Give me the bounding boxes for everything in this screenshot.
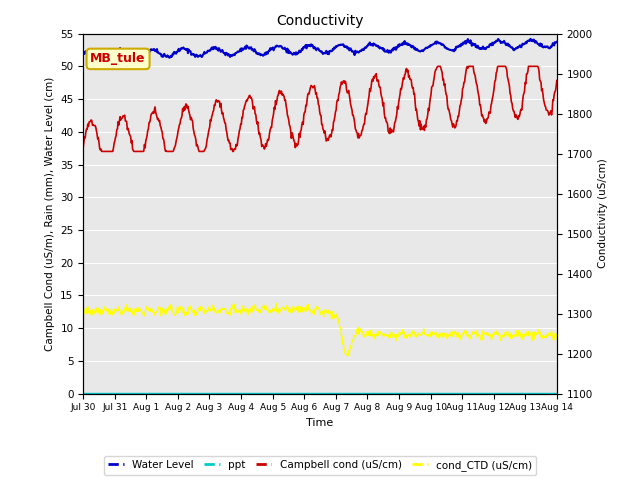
- ppt: [185, 391, 193, 396]
- Line: cond_CTD (uS/cm): cond_CTD (uS/cm): [83, 303, 557, 356]
- Y-axis label: Conductivity (uS/cm): Conductivity (uS/cm): [598, 159, 609, 268]
- Campbell cond (uS/cm): [79, 144, 87, 150]
- cond_CTD (uS/cm): [344, 353, 352, 359]
- Campbell cond (uS/cm): [88, 118, 95, 123]
- X-axis label: Time: Time: [307, 418, 333, 428]
- Campbell cond (uS/cm): [392, 119, 399, 124]
- Water Level: [88, 48, 95, 54]
- cond_CTD (uS/cm): [273, 300, 280, 306]
- cond_CTD (uS/cm): [553, 332, 561, 338]
- Campbell cond (uS/cm): [186, 110, 193, 116]
- Water Level: [133, 57, 141, 62]
- Water Level: [392, 45, 399, 50]
- ppt: [391, 391, 399, 396]
- Campbell cond (uS/cm): [211, 102, 218, 108]
- Campbell cond (uS/cm): [553, 78, 561, 84]
- Campbell cond (uS/cm): [138, 148, 145, 154]
- Water Level: [527, 36, 534, 42]
- cond_CTD (uS/cm): [88, 312, 95, 318]
- Water Level: [553, 39, 561, 45]
- Campbell cond (uS/cm): [435, 63, 442, 69]
- ppt: [79, 391, 87, 396]
- cond_CTD (uS/cm): [185, 305, 193, 311]
- Water Level: [79, 49, 87, 55]
- Line: Campbell cond (uS/cm): Campbell cond (uS/cm): [83, 66, 557, 151]
- ppt: [553, 391, 561, 396]
- cond_CTD (uS/cm): [392, 338, 400, 344]
- Legend: Water Level, ppt, Campbell cond (uS/cm), cond_CTD (uS/cm): Water Level, ppt, Campbell cond (uS/cm),…: [104, 456, 536, 475]
- cond_CTD (uS/cm): [378, 331, 386, 337]
- Title: Conductivity: Conductivity: [276, 14, 364, 28]
- Water Level: [186, 48, 193, 54]
- cond_CTD (uS/cm): [79, 309, 87, 314]
- Campbell cond (uS/cm): [99, 148, 106, 154]
- Line: Water Level: Water Level: [83, 39, 557, 60]
- Water Level: [378, 45, 385, 51]
- Water Level: [138, 53, 145, 59]
- ppt: [137, 391, 145, 396]
- ppt: [210, 391, 218, 396]
- ppt: [377, 391, 385, 396]
- Campbell cond (uS/cm): [378, 94, 385, 100]
- cond_CTD (uS/cm): [210, 306, 218, 312]
- Y-axis label: Campbell Cond (uS/m), Rain (mm), Water Level (cm): Campbell Cond (uS/m), Rain (mm), Water L…: [45, 76, 54, 351]
- cond_CTD (uS/cm): [137, 307, 145, 313]
- Water Level: [211, 46, 218, 51]
- ppt: [88, 391, 95, 396]
- Text: MB_tule: MB_tule: [90, 52, 146, 65]
